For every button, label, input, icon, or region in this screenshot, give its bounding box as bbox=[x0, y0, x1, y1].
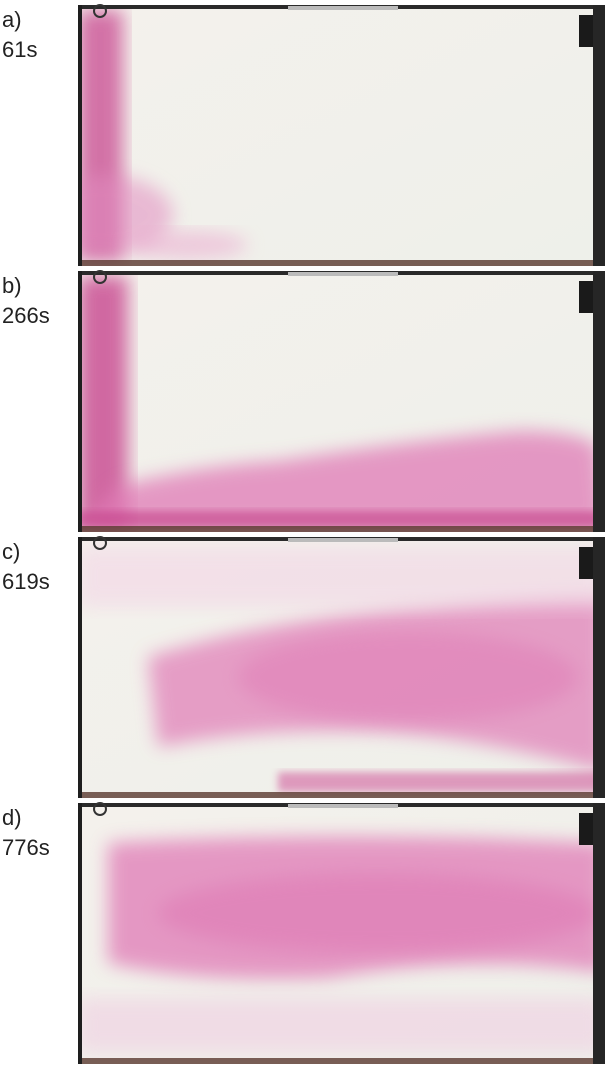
tank-right-wall bbox=[593, 271, 605, 532]
sensor bbox=[579, 15, 593, 47]
tank-floor bbox=[78, 1058, 605, 1064]
sensor bbox=[579, 547, 593, 579]
dye-plume bbox=[278, 772, 605, 792]
panel-label: d) bbox=[2, 805, 22, 830]
sensor bbox=[579, 281, 593, 313]
panel-label: b) bbox=[2, 273, 22, 298]
tank-right-wall bbox=[593, 5, 605, 266]
dye-plume bbox=[158, 873, 598, 953]
photo-panel bbox=[33, 5, 605, 266]
dye-layer bbox=[78, 836, 605, 1064]
tank-left-wall bbox=[78, 537, 82, 798]
dye-plume bbox=[128, 231, 248, 259]
tank-top-bar bbox=[288, 804, 398, 808]
tank-left-wall bbox=[78, 803, 82, 1064]
dye-plume bbox=[238, 632, 578, 722]
tank-left-wall bbox=[78, 271, 82, 532]
panel-time: 776s bbox=[2, 835, 50, 860]
panel-time: 266s bbox=[2, 303, 50, 328]
dye-plume bbox=[78, 547, 605, 607]
sensor bbox=[579, 813, 593, 845]
tank-right-wall bbox=[593, 803, 605, 1064]
tank-top-bar bbox=[288, 272, 398, 276]
panel-label: a) bbox=[2, 7, 22, 32]
tank-floor bbox=[78, 260, 605, 266]
tank-top-bar bbox=[288, 538, 398, 542]
panel-label: c) bbox=[2, 539, 20, 564]
photo-panel bbox=[78, 803, 605, 1064]
tank-floor bbox=[78, 792, 605, 798]
tank-right-wall bbox=[593, 537, 605, 798]
tank-top-bar bbox=[288, 6, 398, 10]
panel-time: 61s bbox=[2, 37, 37, 62]
photo-panel bbox=[78, 271, 605, 532]
tank-left-wall bbox=[78, 5, 82, 266]
tank-floor bbox=[78, 526, 605, 532]
page: a)61sb)266sc)619sd)776s (() => { const d… bbox=[0, 0, 605, 1066]
dye-plume bbox=[78, 998, 605, 1053]
figure: a) 61s b) 266s c) 619s d) 776s bbox=[0, 0, 605, 1066]
photo-panel bbox=[78, 537, 605, 798]
panel-time: 619s bbox=[2, 569, 50, 594]
